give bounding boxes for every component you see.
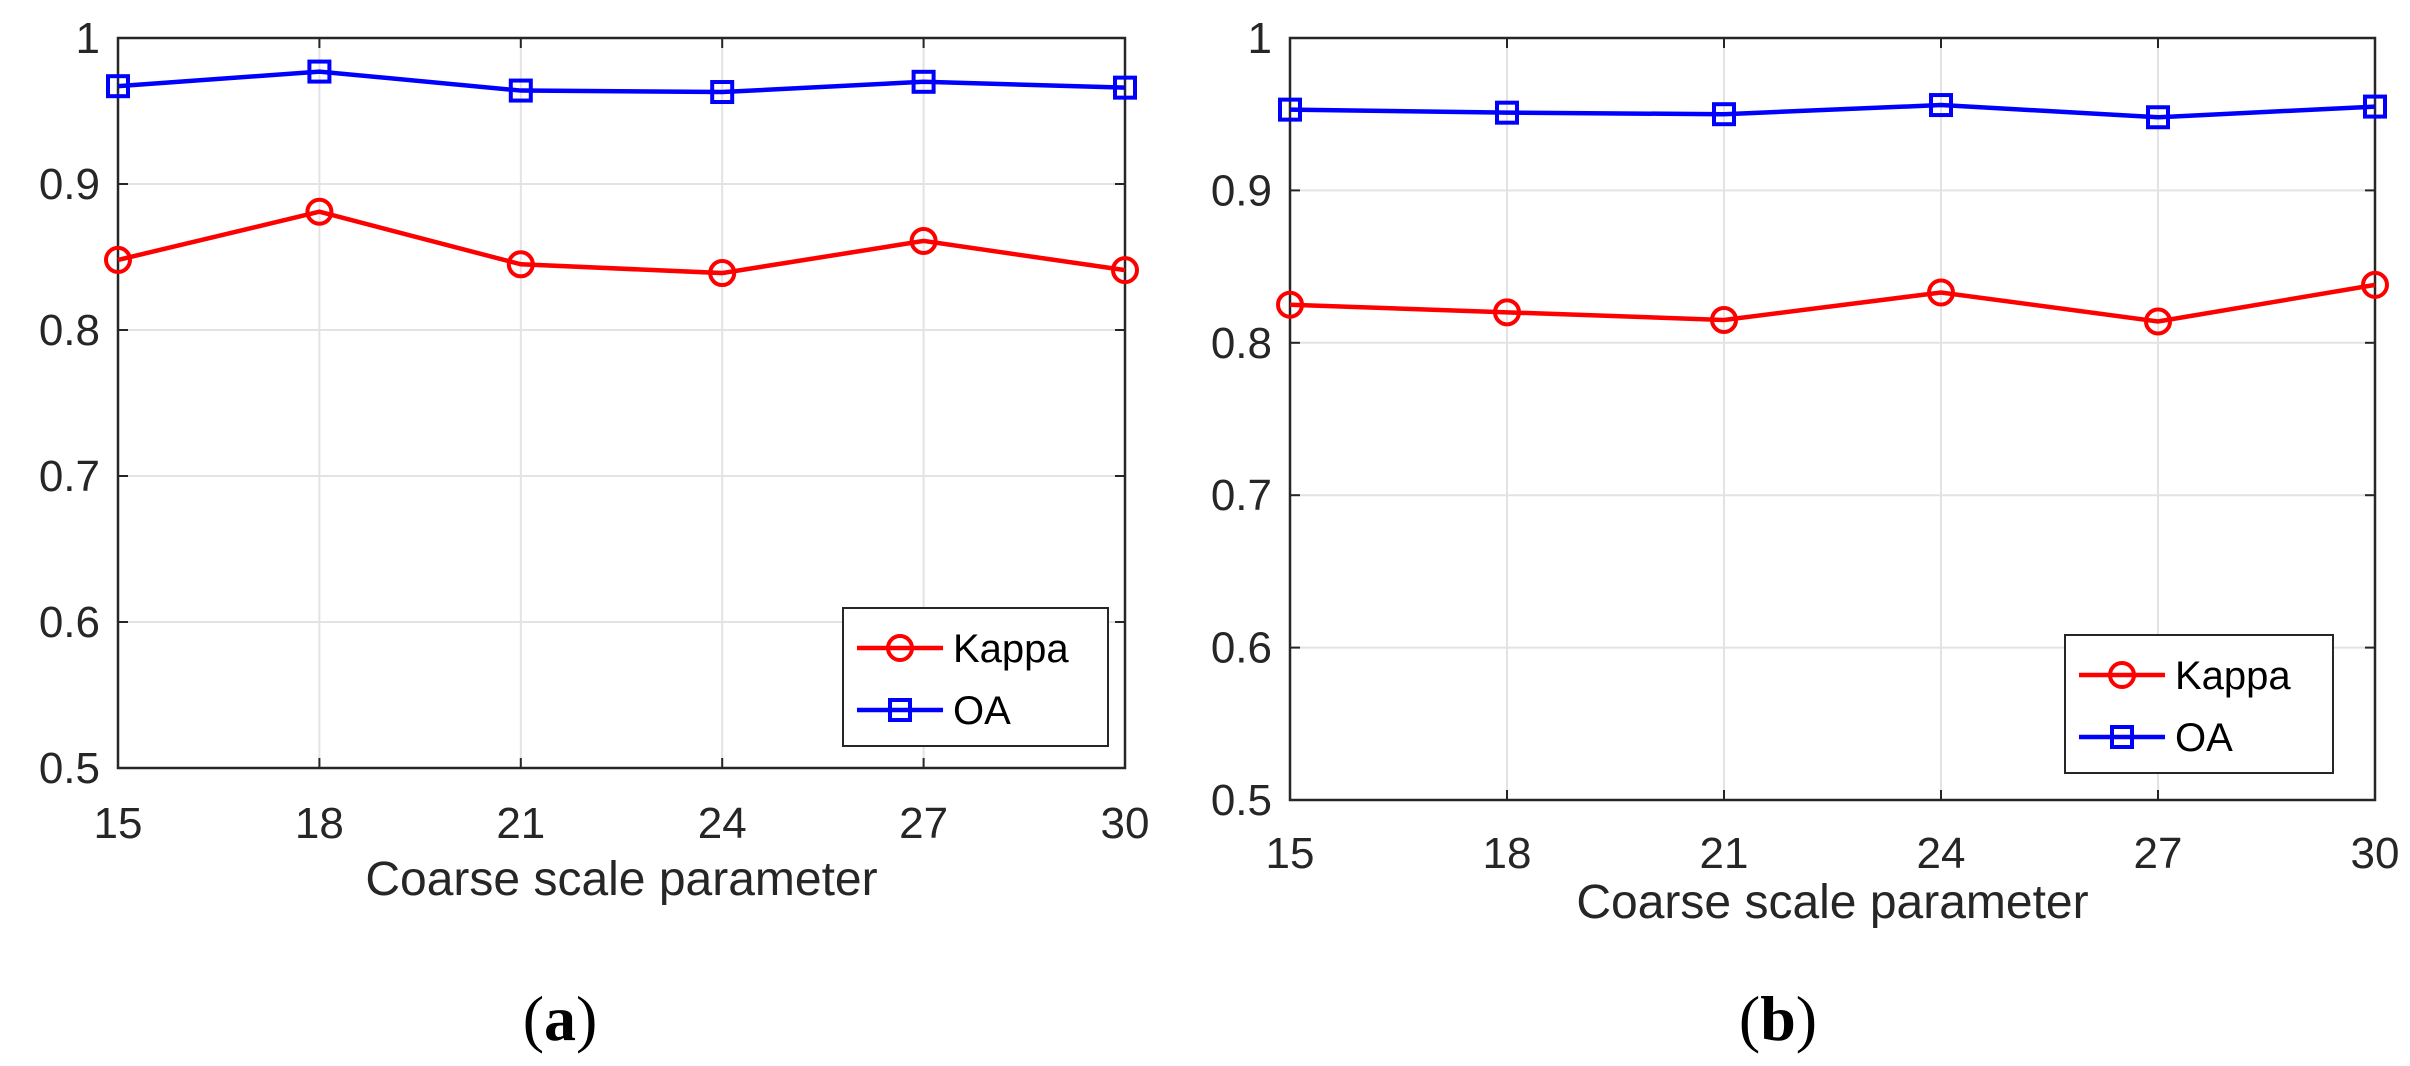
data-point-kappa: [2361, 270, 2389, 299]
data-point-kappa: [506, 250, 535, 279]
x-tick-label: 21: [496, 799, 545, 848]
x-tick-label: 30: [2351, 829, 2400, 878]
caption-paren-open: (: [1739, 983, 1760, 1054]
y-tick-label: 0.7: [1211, 471, 1272, 520]
legend-marker-oa: [2110, 725, 2134, 749]
series-line-kappa: [117, 209, 1126, 276]
data-point-kappa: [1710, 305, 1738, 334]
legend-label-oa: OA: [953, 689, 1011, 733]
x-tick-label: 24: [698, 799, 747, 848]
axes-box: [116, 36, 1127, 770]
legend-marker-kappa: [886, 634, 914, 662]
legend-marker-kappa: [2108, 661, 2136, 689]
legend-label-oa: OA: [2175, 716, 2233, 760]
data-point-kappa: [104, 245, 132, 274]
x-tick-label: 27: [2134, 829, 2183, 878]
y-tick-label: 0.9: [1211, 166, 1272, 215]
data-point-kappa: [2144, 307, 2172, 336]
x-tick-label: 27: [899, 799, 948, 848]
panel-caption: (b): [1739, 983, 1817, 1054]
y-tick-label: 1: [76, 14, 100, 63]
x-tick-label: 15: [1266, 829, 1315, 878]
y-tick-label: 0.7: [39, 452, 100, 501]
y-tick-label: 0.5: [1211, 776, 1272, 825]
data-point-oa: [1929, 93, 1953, 118]
y-tick-label: 0.5: [39, 744, 100, 793]
x-tick-label: 18: [295, 799, 344, 848]
x-tick-label: 30: [1101, 799, 1150, 848]
data-point-kappa: [708, 259, 737, 288]
data-point-oa: [1712, 102, 1736, 127]
x-tick-label: 15: [94, 799, 143, 848]
series-line-kappa: [1289, 282, 2376, 324]
caption-letter: a: [544, 983, 576, 1054]
legend-box: [2064, 634, 2334, 774]
data-point-oa: [1278, 97, 1302, 122]
x-axis-label: Coarse scale parameter: [1576, 876, 2088, 929]
data-point-kappa: [1927, 278, 1955, 307]
series-line-oa: [117, 69, 1126, 95]
panel-a: 15 18 21 24 27 30 0.5 0.6 0.7 0.8 0.9 1 Coarse scale…: [39, 14, 1150, 1054]
data-point-kappa: [1493, 298, 1521, 327]
legend-label-kappa: Kappa: [2175, 654, 2291, 698]
data-point-kappa: [1111, 256, 1139, 285]
x-tick-label: 18: [1483, 829, 1532, 878]
legend-box: [842, 607, 1109, 747]
x-tick-label: 21: [1700, 829, 1749, 878]
caption-letter: b: [1760, 983, 1796, 1054]
legend-label-kappa: Kappa: [953, 627, 1069, 671]
data-point-oa: [1495, 100, 1519, 125]
panel-caption: (a): [523, 983, 598, 1054]
y-tick-label: 0.8: [1211, 319, 1272, 368]
caption-paren-close: ): [576, 983, 597, 1054]
data-point-oa: [106, 74, 130, 99]
caption-paren-close: ): [1796, 983, 1817, 1054]
data-point-kappa: [1276, 290, 1304, 319]
series-line-oa: [1289, 102, 2376, 120]
caption-paren-open: (: [523, 983, 544, 1054]
data-point-oa: [2363, 94, 2387, 119]
data-point-oa: [1113, 75, 1137, 100]
y-tick-label: 1: [1248, 14, 1272, 63]
legend-marker-oa: [888, 698, 912, 722]
y-tick-label: 0.6: [1211, 624, 1272, 673]
x-axis-label: Coarse scale parameter: [365, 853, 877, 906]
data-point-oa: [307, 59, 332, 84]
y-tick-label: 0.9: [39, 160, 100, 209]
data-point-oa: [508, 78, 533, 103]
panel-b: 15 18 21 24 27 30 0.5 0.6 0.7 0.8 0.9 1 Coarse scale…: [1211, 14, 2400, 1054]
data-point-oa: [2146, 105, 2170, 130]
x-tick-label: 24: [1917, 829, 1966, 878]
data-point-kappa: [305, 197, 334, 226]
y-tick-label: 0.6: [39, 598, 100, 647]
data-point-oa: [911, 69, 936, 94]
y-tick-label: 0.8: [39, 306, 100, 355]
data-point-kappa: [909, 226, 938, 255]
data-point-oa: [710, 80, 735, 105]
axes-box: [1288, 36, 2377, 802]
